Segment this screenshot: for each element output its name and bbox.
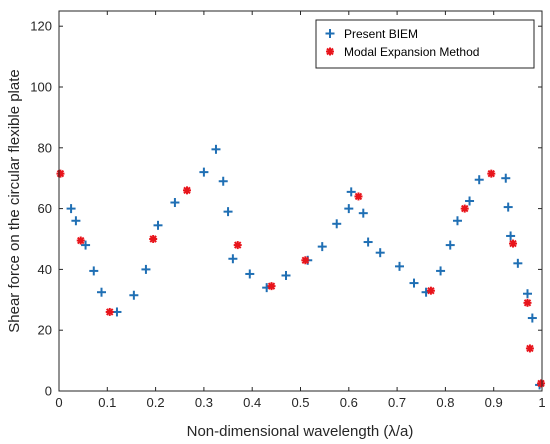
data-point-asterisk [149, 235, 158, 243]
data-point-asterisk [105, 307, 114, 316]
y-tick-label: 0 [45, 384, 52, 399]
data-point-plus [527, 313, 537, 323]
data-point-plus [223, 207, 233, 217]
y-tick-label: 60 [38, 201, 52, 216]
data-point-plus [344, 204, 354, 214]
y-tick-label: 20 [38, 323, 52, 338]
x-tick-label: 0.2 [147, 395, 165, 410]
legend-marker-present-biem [325, 29, 335, 38]
data-point-plus [228, 254, 238, 264]
data-point-plus [170, 198, 180, 208]
x-tick-label: 0 [55, 395, 62, 410]
data-point-plus [112, 307, 122, 317]
legend-label-modal-expansion: Modal Expansion Method [344, 45, 479, 59]
data-point-plus [523, 289, 533, 299]
data-point-plus [245, 269, 255, 279]
data-point-plus [218, 176, 228, 186]
data-point-plus [452, 216, 462, 226]
legend: Present BIEM Modal Expansion Method [315, 19, 535, 69]
data-point-plus [445, 240, 455, 250]
data-point-plus [409, 278, 419, 288]
data-point-asterisk [56, 169, 65, 178]
data-point-asterisk [182, 186, 191, 195]
data-point-asterisk [525, 344, 534, 353]
data-point-plus [81, 240, 91, 250]
data-point-plus [501, 173, 511, 183]
data-point-plus [375, 248, 385, 258]
data-point-asterisk [487, 169, 496, 178]
data-point-plus [395, 261, 405, 271]
x-tick-label: 0.7 [388, 395, 406, 410]
legend-label-present-biem: Present BIEM [344, 27, 418, 41]
data-point-plus [503, 202, 513, 212]
data-point-asterisk [76, 236, 85, 245]
plot-background [59, 11, 542, 391]
data-point-plus [141, 264, 151, 274]
data-point-plus [97, 287, 107, 297]
data-point-asterisk [523, 298, 532, 307]
data-point-plus [436, 266, 446, 276]
data-point-plus [66, 204, 76, 214]
data-point-asterisk [354, 192, 363, 201]
data-point-plus [71, 216, 81, 226]
data-markers [56, 144, 546, 390]
data-point-asterisk [537, 379, 546, 388]
data-point-plus [129, 290, 139, 300]
data-point-plus [317, 242, 327, 252]
x-tick-label: 0.6 [340, 395, 358, 410]
data-point-asterisk [509, 239, 518, 248]
x-tick-label: 0.3 [195, 395, 213, 410]
legend-asterisk-marker [326, 47, 334, 56]
data-point-plus [211, 144, 221, 154]
legend-marker-modal-expansion [326, 47, 334, 56]
data-point-plus [474, 175, 484, 185]
data-point-plus [513, 258, 523, 268]
axis-tick-labels: 0 0.1 0.2 0.3 0.4 0.5 0.6 0.7 0.8 0.9 1 0 20 40 60 80 10… [30, 19, 545, 410]
data-point-plus [506, 231, 516, 241]
y-tick-label: 40 [38, 262, 52, 277]
x-tick-label: 0.4 [243, 395, 261, 410]
y-tick-label: 100 [30, 80, 52, 95]
x-axis-label: Non-dimensional wavelength (λ/a) [187, 423, 414, 440]
data-point-plus [358, 208, 368, 218]
y-axis-label: Shear force on the circular flexible pla… [6, 69, 23, 332]
x-tick-label: 0.1 [98, 395, 116, 410]
x-tick-label: 0.9 [485, 395, 503, 410]
legend-box [315, 19, 535, 69]
x-tick-label: 0.8 [436, 395, 454, 410]
data-point-plus [363, 237, 373, 247]
data-point-asterisk [301, 256, 310, 265]
plot-frame [58, 10, 543, 392]
data-point-plus [89, 266, 99, 276]
series-0 [66, 144, 545, 390]
data-point-plus [281, 270, 291, 280]
series-1 [56, 169, 546, 388]
data-point-asterisk [267, 282, 276, 291]
data-point-asterisk [460, 204, 469, 213]
legend-plus-marker [325, 29, 335, 38]
data-point-asterisk [426, 286, 435, 295]
data-point-asterisk [233, 241, 242, 250]
y-tick-label: 120 [30, 19, 52, 34]
data-point-plus [346, 187, 356, 197]
x-tick-label: 1 [538, 395, 545, 410]
data-point-plus [332, 219, 342, 229]
data-point-plus [199, 167, 209, 177]
x-tick-label: 0.5 [291, 395, 309, 410]
data-point-plus [153, 220, 163, 230]
y-tick-label: 80 [38, 140, 52, 155]
data-point-plus [465, 196, 475, 206]
